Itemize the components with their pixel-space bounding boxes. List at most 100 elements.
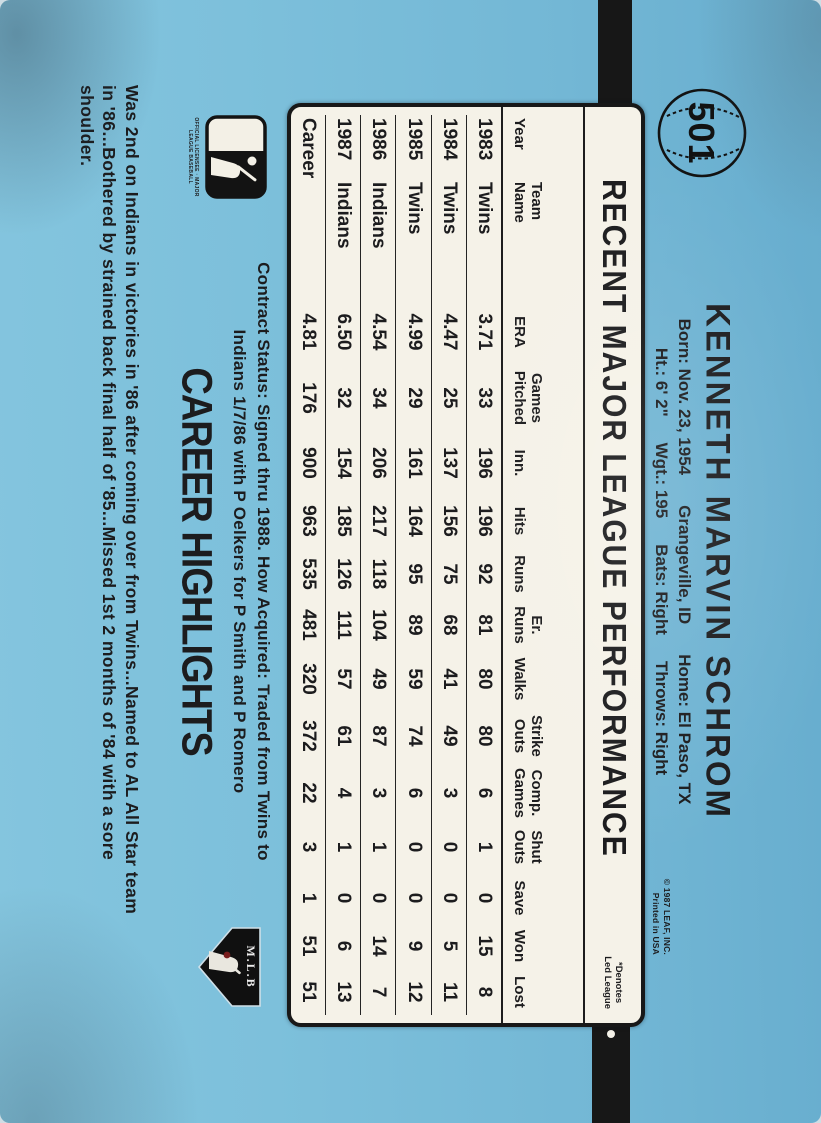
stats-column-header: Team Name — [511, 182, 546, 223]
stat-cell: 87 — [368, 725, 390, 747]
stat-cell: 156 — [438, 505, 460, 537]
stats-body: 1983 Twins 3.71 33 196 196 92 81 80 80 6 1 0 15 8 1984 T… — [291, 107, 501, 1023]
career-highlights-text: Was 2nd on Indians in victories in '86 a… — [76, 85, 144, 1075]
stat-cell: 32 — [333, 387, 355, 409]
stats-title: RECENT MAJOR LEAGUE PERFORMANCE — [595, 179, 633, 858]
stats-column-header: Er. Runs — [511, 606, 546, 644]
stat-cell: 154 — [333, 447, 355, 479]
stat-cell: 164 — [403, 505, 425, 537]
stat-cell: 6.50 — [333, 313, 355, 351]
stat-cell: 3 — [298, 841, 320, 853]
highlights-line-3: shoulder. — [77, 85, 97, 167]
stat-cell: 185 — [333, 505, 355, 537]
stat-cell: 3.71 — [473, 313, 495, 351]
stats-column-header: Comp. Games — [511, 767, 546, 819]
contract-line-1: Contract Status: Signed thru 1988. How A… — [254, 262, 273, 861]
stat-cell: 0 — [368, 892, 390, 904]
stat-cell: 7 — [368, 986, 390, 998]
left-ribbon — [598, 0, 632, 114]
stats-table: RECENT MAJOR LEAGUE PERFORMANCE *Denotes… — [287, 103, 645, 1027]
stat-cell: Career — [298, 118, 320, 179]
stat-cell: 80 — [473, 668, 495, 690]
stat-cell: 75 — [438, 563, 460, 585]
stat-cell: 13 — [333, 981, 355, 1003]
stat-cell: Indians — [368, 182, 390, 249]
stat-cell: 372 — [298, 720, 320, 752]
copyright-line-1: © 1987 LEAF, INC. — [662, 878, 672, 955]
stat-cell: 1 — [333, 841, 355, 853]
stat-cell: 176 — [298, 382, 320, 414]
bio-item: Throws: Right — [652, 660, 671, 776]
copyright-line-2: Printed in USA — [651, 892, 662, 955]
stats-column-header: Lost — [511, 976, 529, 1008]
stat-cell: 89 — [403, 614, 425, 636]
stat-cell: 0 — [333, 892, 355, 904]
stat-cell: 320 — [298, 663, 320, 695]
career-highlights-heading: CAREER HIGHLIGHTS — [172, 367, 220, 756]
stats-footnote-line-2: Led League — [602, 956, 613, 1009]
stat-cell: 0 — [473, 892, 495, 904]
stat-cell: 29 — [403, 387, 425, 409]
stats-row: 1985 Twins 4.99 29 161 164 95 89 59 74 6 0 0 9 12 — [395, 115, 431, 1015]
card-number-baseball-icon: 501 — [657, 88, 747, 178]
stats-column-header: Shut Outs — [511, 829, 546, 865]
highlights-line-1: Was 2nd on Indians in victories in '86 a… — [122, 85, 142, 915]
stat-cell: 80 — [473, 725, 495, 747]
stat-cell: 104 — [368, 609, 390, 641]
stat-cell: 6 — [403, 787, 425, 799]
mlb-batter-icon — [205, 115, 267, 199]
stat-cell: 57 — [333, 668, 355, 690]
bio-item: Ht.: 6' 2" — [652, 347, 671, 417]
stat-cell: 0 — [403, 892, 425, 904]
stat-cell: 137 — [438, 447, 460, 479]
stats-column-header: ERA — [511, 316, 529, 348]
highlights-line-2: in '86...Bothered by strained back final… — [99, 85, 120, 861]
bio-item: Wgt.: 195 — [652, 442, 671, 519]
stat-cell: 196 — [473, 505, 495, 537]
stats-row: 1983 Twins 3.71 33 196 196 92 81 80 80 6 1 0 15 8 — [465, 115, 501, 1015]
stat-cell: 4.47 — [438, 313, 460, 351]
right-ribbon — [592, 1016, 630, 1123]
stat-cell: 1986 — [368, 118, 390, 161]
stat-cell: 1 — [298, 892, 320, 904]
stat-cell: 95 — [403, 563, 425, 585]
stat-cell: 196 — [473, 447, 495, 479]
mlb-logo: OFFICIAL LICENSEE · MAJOR LEAGUE BASEBAL… — [187, 114, 267, 200]
stat-cell: 0 — [438, 841, 460, 853]
stat-cell: 1 — [368, 841, 390, 853]
stats-row: 1986 Indians 4.54 34 206 217 118 104 49 87 3 1 0 14 7 — [360, 115, 396, 1015]
stat-cell: 6 — [473, 787, 495, 799]
stat-cell: 1985 — [403, 118, 425, 161]
stat-cell: 5 — [438, 940, 460, 952]
card-number: 501 — [681, 101, 722, 164]
stat-cell: 68 — [438, 614, 460, 636]
mlbpa-logo: M.L.B — [197, 927, 261, 1007]
stat-cell: 3 — [438, 787, 460, 799]
stat-cell: 25 — [438, 387, 460, 409]
stat-cell: 900 — [298, 447, 320, 479]
stat-cell: 1983 — [473, 118, 495, 161]
stats-title-row: RECENT MAJOR LEAGUE PERFORMANCE *Denotes… — [585, 107, 641, 1023]
stats-column-header: Strike Outs — [511, 715, 546, 757]
stat-cell: 111 — [333, 610, 355, 640]
stat-cell: 61 — [333, 725, 355, 747]
stat-cell: 481 — [298, 609, 320, 641]
stat-cell: 3 — [368, 787, 390, 799]
stat-cell: 8 — [473, 986, 495, 998]
stats-header-row: Year Team Name ERA Games Pitched Inn. Hits Runs E… — [501, 107, 585, 1023]
stat-cell: 4.81 — [298, 313, 320, 351]
contract-line-2: Indians 1/7/86 with P Oelkers for P Smit… — [230, 329, 249, 794]
stat-cell: 49 — [438, 725, 460, 747]
stats-footnote: *Denotes Led League — [602, 956, 624, 1009]
stats-column-header: Year — [511, 118, 529, 150]
bio-item: Born: Nov. 23, 1954 — [675, 318, 694, 476]
stat-cell: 963 — [298, 505, 320, 537]
stat-cell: 41 — [438, 668, 460, 690]
stat-cell: 118 — [368, 558, 390, 590]
mlbpa-logo-text: M.L.B — [244, 945, 258, 988]
stats-column-header: Inn. — [511, 449, 529, 477]
stat-cell: 92 — [473, 563, 495, 585]
stats-row: 1984 Twins 4.47 25 137 156 75 68 41 49 3 0 0 5 11 — [430, 115, 466, 1015]
stats-column-header: Save — [511, 880, 529, 916]
